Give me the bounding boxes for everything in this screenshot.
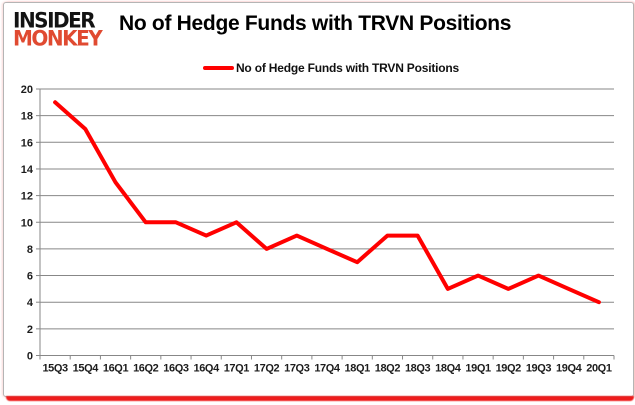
x-tick-label: 19Q1: [465, 363, 491, 375]
red-bottom-shadow: [6, 396, 634, 401]
x-tick-label: 16Q4: [194, 363, 221, 375]
y-tick-label: 8: [27, 244, 33, 256]
x-tick-label: 16Q3: [163, 363, 189, 375]
y-tick-label: 16: [21, 137, 33, 149]
logo-text-monkey: MONKEY: [13, 25, 103, 51]
x-tick-label: 19Q3: [526, 363, 552, 375]
y-tick-label: 2: [27, 324, 33, 336]
chart-card: INSIDER MONKEY No of Hedge Funds with TR…: [3, 2, 634, 401]
x-tick-label: 15Q3: [42, 363, 68, 375]
logo-text-insider: INSIDER: [13, 7, 96, 33]
y-tick-label: 18: [21, 111, 33, 123]
y-tick-label: 0: [27, 351, 33, 363]
x-tick-label: 17Q1: [224, 363, 250, 375]
y-tick-label: 12: [21, 191, 33, 203]
x-tick-label: 19Q2: [496, 363, 522, 375]
x-tick-label: 18Q2: [375, 363, 401, 375]
x-tick-label: 17Q3: [284, 363, 310, 375]
y-tick-label: 6: [27, 271, 33, 283]
y-tick-label: 14: [21, 164, 34, 176]
x-tick-label: 16Q1: [103, 363, 129, 375]
y-tick-label: 4: [27, 297, 34, 309]
chart-legend: No of Hedge Funds with TRVN Positions: [44, 60, 618, 76]
y-tick-label: 20: [21, 84, 33, 96]
x-tick-label: 20Q1: [586, 363, 612, 375]
x-tick-label: 15Q4: [73, 363, 100, 375]
x-tick-label: 18Q3: [405, 363, 431, 375]
x-tick-label: 18Q4: [435, 363, 462, 375]
insider-monkey-logo: INSIDER MONKEY: [13, 7, 103, 51]
legend-line-marker-icon: [202, 66, 234, 70]
x-tick-label: 17Q4: [314, 363, 341, 375]
chart-title: No of Hedge Funds with TRVN Positions: [119, 12, 512, 35]
legend-series-label: No of Hedge Funds with TRVN Positions: [235, 61, 460, 75]
y-tick-label: 10: [21, 217, 33, 229]
x-tick-label: 18Q1: [345, 363, 371, 375]
series-line: [53, 100, 601, 305]
x-tick-label: 17Q2: [254, 363, 280, 375]
x-tick-label: 19Q4: [556, 363, 583, 375]
x-tick-label: 16Q2: [133, 363, 159, 375]
